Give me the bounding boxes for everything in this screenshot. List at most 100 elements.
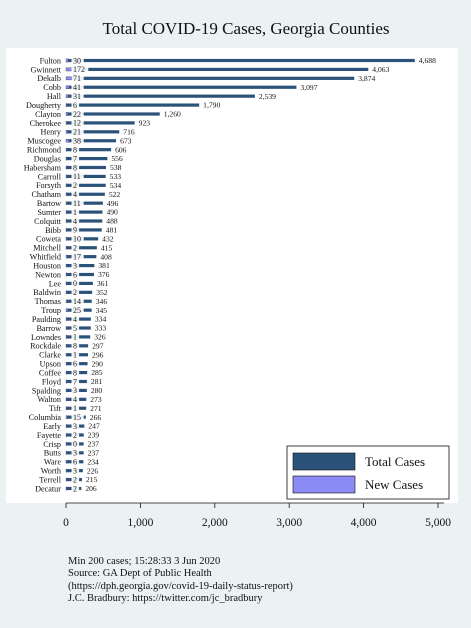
total-cases-label: 716 xyxy=(123,127,135,136)
bar-total-cases xyxy=(66,183,106,187)
category-label: Fulton xyxy=(40,56,61,65)
x-tick-label: 3,000 xyxy=(276,517,302,529)
category-label: Cherokee xyxy=(30,119,62,128)
new-cases-label: 9 xyxy=(73,226,77,235)
bar-total-cases xyxy=(66,165,107,170)
legend-label-total-cases: Total Cases xyxy=(365,454,425,469)
new-cases-label: 14 xyxy=(73,297,81,306)
new-cases-label-bg xyxy=(71,458,80,465)
total-cases-label: 534 xyxy=(110,181,122,190)
x-tick-label: 2,000 xyxy=(202,517,228,529)
new-cases-label: 30 xyxy=(73,56,81,65)
category-label: Sumter xyxy=(37,208,61,217)
total-cases-label: 4,688 xyxy=(419,56,436,65)
new-cases-label: 71 xyxy=(73,74,81,83)
new-cases-label: 22 xyxy=(73,110,81,119)
category-label: Fayette xyxy=(37,431,61,440)
category-label: Spalding xyxy=(32,386,61,395)
total-cases-label: 2,539 xyxy=(259,92,276,101)
total-cases-label: 3,874 xyxy=(358,74,375,83)
category-label: Houston xyxy=(33,261,61,270)
total-cases-label: 285 xyxy=(91,368,103,377)
new-cases-label-bg xyxy=(71,262,80,269)
category-label: Worth xyxy=(41,467,61,476)
total-cases-label: 206 xyxy=(85,484,97,493)
new-cases-label: 25 xyxy=(73,306,81,315)
new-cases-label-bg xyxy=(71,208,80,216)
new-cases-label-bg xyxy=(71,342,80,350)
new-cases-label-bg xyxy=(71,75,84,82)
total-cases-label: 538 xyxy=(110,163,122,172)
category-label: Hall xyxy=(47,92,62,101)
new-cases-label-bg xyxy=(71,396,80,403)
total-cases-label: 490 xyxy=(106,208,118,217)
category-label: Bibb xyxy=(45,226,61,235)
bar-total-cases xyxy=(66,139,117,143)
new-cases-label: 7 xyxy=(73,377,77,386)
new-cases-label: 2 xyxy=(73,484,77,493)
new-cases-label: 8 xyxy=(73,342,77,351)
bar-total-cases xyxy=(66,76,355,80)
new-cases-label-bg xyxy=(71,360,80,367)
new-cases-label-bg xyxy=(71,182,80,189)
new-cases-label: 4 xyxy=(73,217,77,226)
new-cases-label-bg xyxy=(71,485,80,492)
bar-new-cases xyxy=(65,361,67,366)
bar-new-cases xyxy=(65,263,67,268)
bar-new-cases xyxy=(65,344,67,348)
category-label: Richmond xyxy=(27,146,61,155)
category-label: Floyd xyxy=(42,377,61,386)
new-cases-label: 3 xyxy=(73,386,77,395)
new-cases-label: 1 xyxy=(73,208,77,217)
bar-total-cases xyxy=(66,201,103,205)
total-cases-label: 281 xyxy=(91,377,103,386)
bar-new-cases xyxy=(65,486,67,491)
category-label: Thomas xyxy=(35,297,61,306)
total-cases-label: 237 xyxy=(88,448,100,457)
bar-total-cases xyxy=(66,174,106,179)
new-cases-label: 11 xyxy=(73,199,81,208)
new-cases-label: 6 xyxy=(73,458,77,467)
legend-label-new-cases: New Cases xyxy=(365,477,423,492)
new-cases-label: 8 xyxy=(73,163,77,172)
new-cases-label: 4 xyxy=(73,315,77,324)
x-axis: 0 1,000 2,000 3,000 4,000 5,000 xyxy=(63,502,451,529)
bar-new-cases xyxy=(65,121,68,125)
new-cases-label-bg xyxy=(71,440,80,448)
bar-total-cases xyxy=(66,272,94,277)
new-cases-label-bg xyxy=(71,199,84,207)
new-cases-label-bg xyxy=(71,164,80,171)
total-cases-label: 533 xyxy=(110,172,122,181)
footnote-line-4: J.C. Bradbury: https://twitter.com/jc_br… xyxy=(68,593,263,605)
total-cases-label: 408 xyxy=(100,252,112,261)
new-cases-label-bg xyxy=(71,315,80,323)
bar-new-cases xyxy=(65,85,70,90)
new-cases-label: 7 xyxy=(73,154,77,163)
bar-new-cases xyxy=(65,290,67,295)
category-label: Butts xyxy=(44,449,61,458)
new-cases-label: 172 xyxy=(73,65,85,74)
bar-new-cases xyxy=(65,76,72,81)
new-cases-label: 8 xyxy=(73,145,77,154)
new-cases-label: 2 xyxy=(73,431,77,440)
bar-new-cases xyxy=(65,468,67,473)
bar-new-cases xyxy=(65,228,67,232)
total-cases-label: 280 xyxy=(91,386,103,395)
category-label: Walton xyxy=(38,395,61,404)
total-cases-label: 361 xyxy=(97,279,109,288)
new-cases-label: 3 xyxy=(73,422,77,431)
bar-total-cases xyxy=(66,192,105,196)
category-label: Clayton xyxy=(35,110,61,119)
bar-total-cases xyxy=(66,67,369,72)
new-cases-label: 2 xyxy=(73,288,77,297)
total-cases-label: 215 xyxy=(86,475,98,484)
new-cases-label-bg xyxy=(71,128,84,136)
new-cases-label-bg xyxy=(71,369,80,376)
new-cases-label: 31 xyxy=(73,92,81,101)
category-label: Forsyth xyxy=(36,181,61,190)
new-cases-label-bg xyxy=(71,476,80,483)
new-cases-label: 1 xyxy=(73,404,77,413)
bar-new-cases xyxy=(65,451,67,455)
